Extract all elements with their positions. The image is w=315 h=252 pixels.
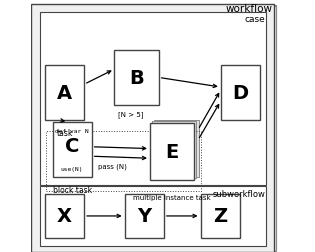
Text: [N > 5]: [N > 5]	[118, 110, 144, 117]
Text: use(N): use(N)	[61, 166, 83, 171]
Text: subworkflow: subworkflow	[212, 189, 265, 198]
Text: multiple instance task: multiple instance task	[133, 194, 211, 200]
Bar	[40, 13, 266, 185]
Text: task: task	[56, 129, 73, 138]
Bar	[45, 66, 84, 121]
Bar	[114, 50, 159, 106]
Bar	[125, 194, 164, 238]
Bar	[150, 123, 194, 180]
Bar	[154, 120, 199, 177]
Bar	[45, 194, 84, 238]
Text: case: case	[244, 15, 265, 24]
Text: B: B	[129, 69, 144, 88]
Text: X: X	[57, 207, 72, 226]
Bar	[221, 66, 260, 121]
Text: A: A	[57, 84, 72, 103]
Text: def var N: def var N	[55, 129, 89, 134]
Text: pass (N): pass (N)	[98, 163, 127, 169]
Text: D: D	[232, 84, 249, 103]
Text: C: C	[65, 137, 79, 156]
Bar	[201, 194, 240, 238]
Bar	[40, 186, 266, 246]
Bar	[46, 131, 201, 192]
Text: workflow: workflow	[226, 4, 272, 14]
Bar	[152, 122, 197, 179]
Text: Y: Y	[137, 207, 151, 226]
Text: E: E	[165, 142, 179, 161]
Text: Z: Z	[213, 207, 227, 226]
Text: block task: block task	[53, 185, 92, 194]
Bar	[53, 122, 92, 178]
